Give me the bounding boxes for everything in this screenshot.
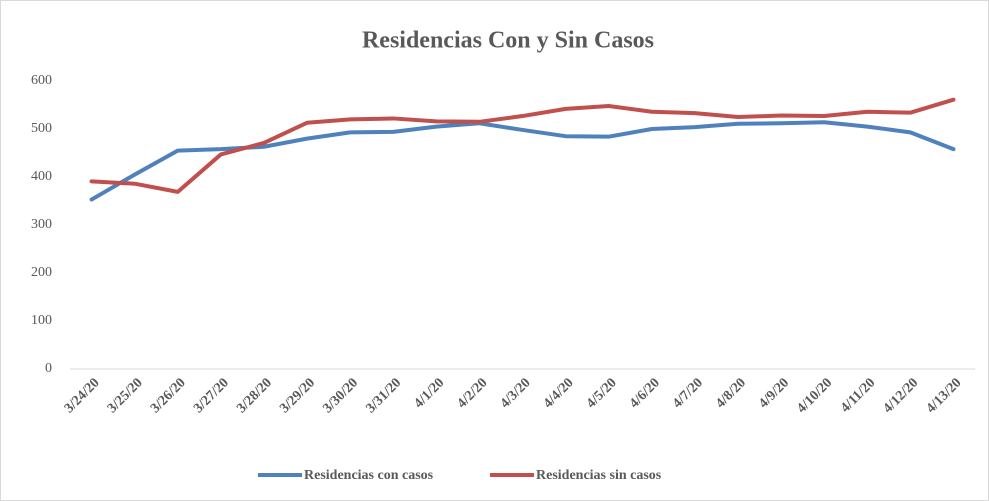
y-tick-label: 200 — [31, 265, 52, 280]
data-line — [89, 120, 956, 202]
chart-title: Residencias Con y Sin Casos — [362, 28, 654, 54]
y-tick-label: 400 — [31, 169, 52, 184]
data-line — [89, 97, 956, 194]
y-tick-label: 0 — [45, 361, 52, 376]
legend-label: Residencias sin casos — [536, 468, 662, 483]
y-tick-label: 600 — [31, 73, 52, 88]
y-tick-label: 300 — [31, 217, 52, 232]
y-tick-label: 500 — [31, 121, 52, 136]
legend-label: Residencias con casos — [304, 468, 434, 483]
y-tick-label: 100 — [31, 313, 52, 328]
